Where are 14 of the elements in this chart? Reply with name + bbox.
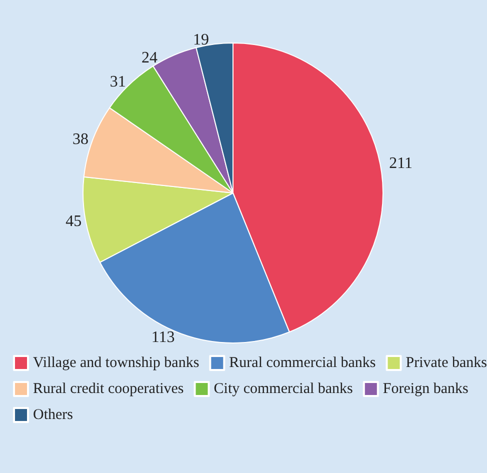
- legend-label: Rural credit cooperatives: [33, 381, 184, 397]
- data-label: 211: [389, 155, 413, 172]
- legend-label: City commercial banks: [214, 381, 354, 397]
- legend-label: Rural commercial banks: [229, 355, 376, 371]
- data-label: 24: [141, 50, 158, 67]
- legend-label: Others: [33, 407, 74, 423]
- data-label: 38: [72, 130, 89, 148]
- legend-label: Private banks: [406, 355, 487, 371]
- data-label: 113: [151, 329, 175, 346]
- data-label: 19: [192, 32, 209, 49]
- data-label: 45: [66, 213, 82, 230]
- data-label: 31: [110, 73, 126, 90]
- legend-label: Foreign banks: [382, 381, 468, 397]
- legend-label: Village and township banks: [33, 355, 200, 371]
